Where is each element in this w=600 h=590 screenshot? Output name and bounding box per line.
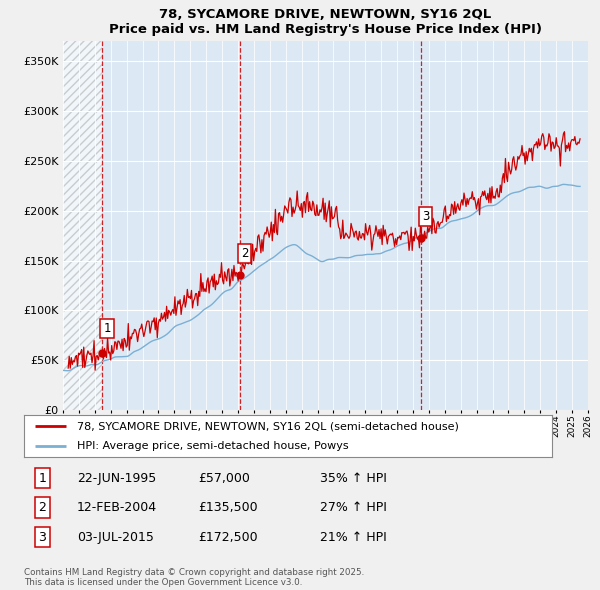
- Text: £57,000: £57,000: [198, 472, 250, 485]
- Text: 78, SYCAMORE DRIVE, NEWTOWN, SY16 2QL (semi-detached house): 78, SYCAMORE DRIVE, NEWTOWN, SY16 2QL (s…: [77, 421, 458, 431]
- Text: 12-FEB-2004: 12-FEB-2004: [77, 501, 157, 514]
- Text: £135,500: £135,500: [198, 501, 258, 514]
- Text: 22-JUN-1995: 22-JUN-1995: [77, 472, 156, 485]
- Polygon shape: [63, 41, 102, 410]
- Text: 1: 1: [38, 472, 46, 485]
- Text: Contains HM Land Registry data © Crown copyright and database right 2025.
This d: Contains HM Land Registry data © Crown c…: [24, 568, 364, 587]
- Text: £172,500: £172,500: [198, 530, 258, 543]
- Text: HPI: Average price, semi-detached house, Powys: HPI: Average price, semi-detached house,…: [77, 441, 349, 451]
- Text: 3: 3: [422, 209, 430, 222]
- Text: 03-JUL-2015: 03-JUL-2015: [77, 530, 154, 543]
- Text: 1: 1: [103, 322, 111, 335]
- Text: 2: 2: [38, 501, 46, 514]
- Text: 35% ↑ HPI: 35% ↑ HPI: [320, 472, 386, 485]
- Title: 78, SYCAMORE DRIVE, NEWTOWN, SY16 2QL
Price paid vs. HM Land Registry's House Pr: 78, SYCAMORE DRIVE, NEWTOWN, SY16 2QL Pr…: [109, 8, 542, 36]
- Text: 21% ↑ HPI: 21% ↑ HPI: [320, 530, 386, 543]
- Text: 2: 2: [241, 247, 248, 260]
- Text: 27% ↑ HPI: 27% ↑ HPI: [320, 501, 386, 514]
- Text: 3: 3: [38, 530, 46, 543]
